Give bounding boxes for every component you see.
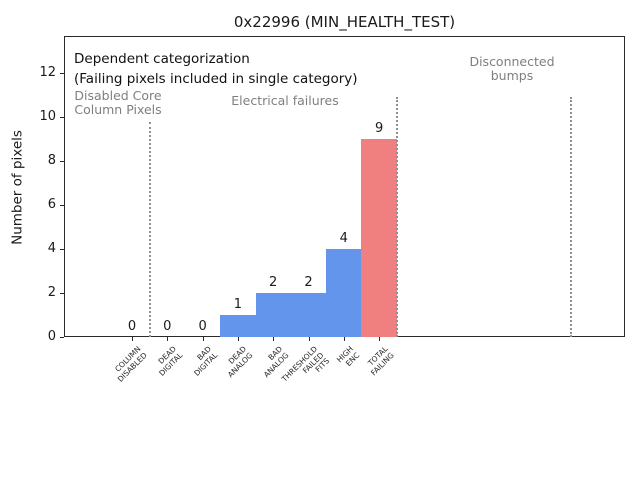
y-tick-label: 0 (47, 329, 56, 344)
value-label: 1 (233, 297, 243, 312)
value-label: 0 (198, 319, 207, 334)
x-tick-label: BAD DIGITAL (192, 344, 220, 378)
y-tick-label: 8 (47, 153, 56, 168)
value-label: 0 (127, 319, 137, 334)
chart-title: 0x22996 (MIN_HEALTH_TEST) (233, 13, 456, 31)
x-tick-label: TOTAL FAILING (366, 344, 396, 378)
y-tick-mark (60, 72, 64, 74)
y-tick-mark (60, 336, 64, 338)
x-tick-mark (379, 337, 381, 341)
annotation-dependent-categorization: Dependent categorization (74, 51, 250, 67)
y-tick-label: 4 (47, 241, 56, 256)
x-tick-mark (273, 337, 275, 341)
annotation-failing-note: (Failing pixels included in single categ… (74, 71, 358, 87)
x-tick-label: COLUMN DISABLED (113, 344, 149, 384)
separator-line (396, 97, 398, 337)
x-tick-label: DEAD ANALOG (225, 344, 255, 379)
value-label: 9 (374, 121, 384, 136)
x-tick-label: HIGH ENC (334, 344, 361, 368)
bar-bad-analog (255, 293, 291, 337)
value-label: 2 (304, 275, 313, 290)
x-tick-mark (237, 337, 239, 341)
annotation-group-disconnected-bumps: Disconnected bumps (469, 54, 555, 83)
value-label: 4 (339, 231, 348, 246)
x-tick-label: DEAD DIGITAL (156, 344, 184, 378)
value-label: 2 (269, 275, 278, 290)
y-tick-label: 6 (47, 197, 56, 212)
bar-high-enc (326, 249, 362, 337)
y-tick-label: 12 (39, 65, 56, 80)
x-tick-mark (343, 337, 345, 341)
separator-line (570, 97, 572, 337)
bar-total-failing (361, 139, 397, 337)
x-tick-mark (308, 337, 310, 341)
y-tick-label: 10 (39, 109, 56, 124)
annotation-group-disabled-core-column-pixels: Disabled Core Column Pixels (74, 88, 162, 117)
value-label: 0 (163, 319, 172, 334)
annotation-group-electrical-failures: Electrical failures (231, 93, 339, 108)
bar-threshold-failed-fits (290, 293, 327, 337)
bar-dead-analog (220, 315, 256, 337)
y-tick-mark (60, 160, 64, 162)
y-tick-mark (60, 116, 64, 118)
x-tick-label: THRESHOLD FAILED FITS (279, 344, 332, 384)
y-tick-mark (60, 204, 64, 206)
y-tick-mark (60, 248, 64, 250)
separator-line (149, 122, 151, 337)
x-tick-mark (132, 337, 133, 341)
y-tick-label: 2 (47, 285, 56, 300)
y-tick-mark (60, 292, 64, 294)
x-tick-mark (202, 337, 204, 341)
x-tick-mark (167, 337, 169, 341)
